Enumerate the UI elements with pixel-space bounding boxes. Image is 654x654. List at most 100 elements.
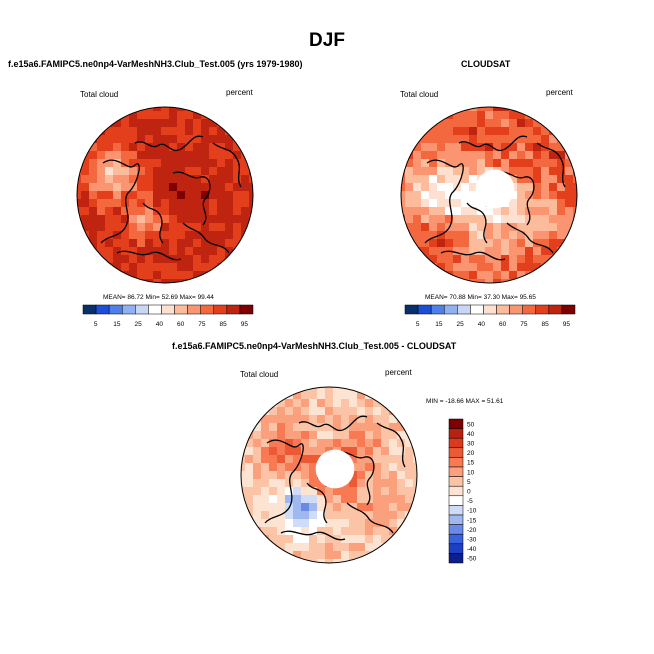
obs-min-label: Min= (467, 294, 482, 301)
field-cell (429, 167, 438, 176)
field-cell (185, 207, 194, 216)
field-cell (349, 447, 358, 456)
colorbar-cell (448, 524, 464, 535)
field-cell (477, 239, 486, 248)
colorbar-cell (448, 485, 464, 497)
field-cell (501, 127, 510, 136)
field-cell (357, 495, 366, 504)
field-cell (301, 511, 310, 520)
field-cell (293, 487, 302, 496)
model-left-label: Total cloud (80, 90, 119, 99)
field-cell (301, 407, 310, 416)
model-panel-title: f.e15a6.FAMIPC5.ne0np4-VarMeshNH3.Club_T… (8, 59, 303, 69)
field-cell (493, 207, 502, 216)
field-cell (453, 119, 462, 128)
field-cell (129, 191, 138, 200)
field-cell (285, 535, 294, 544)
field-cell (225, 247, 234, 256)
field-cell (413, 487, 417, 496)
field-cell (169, 175, 178, 184)
field-cell (153, 135, 162, 144)
field-cell (349, 479, 358, 488)
field-cell (485, 135, 494, 144)
colorbar-tick-label: -10 (467, 508, 477, 515)
map-border (400, 106, 578, 284)
field-cell (201, 135, 210, 144)
field-cell (565, 183, 574, 192)
field-cell (517, 135, 526, 144)
field-cell (233, 231, 242, 240)
field-cell (501, 135, 510, 144)
field-cell (153, 255, 162, 264)
field-cell (129, 175, 138, 184)
field-cell (525, 119, 534, 128)
field-cell (129, 247, 138, 256)
field-cell (325, 519, 334, 528)
field-cell (161, 183, 170, 192)
field-cell (113, 199, 122, 208)
colorbar-tick-label: 5 (416, 321, 420, 328)
field-cell (381, 535, 390, 544)
field-cell (169, 279, 178, 283)
field-cell (525, 223, 534, 232)
field-cell (453, 199, 462, 208)
field-cell (549, 151, 558, 160)
field-cell (209, 151, 218, 160)
field-cell (421, 247, 430, 256)
field-cell (129, 207, 138, 216)
field-cell (269, 407, 278, 416)
field-cell (129, 151, 138, 160)
colorbar-cell (448, 466, 464, 477)
coastline (376, 422, 406, 468)
field-cell (469, 151, 478, 160)
field-cell (113, 127, 122, 136)
field-cell (333, 495, 342, 504)
field-cell (285, 455, 294, 464)
field-cell (269, 535, 278, 544)
field-cell (469, 175, 478, 184)
field-cell (565, 207, 574, 216)
field-cell (485, 159, 494, 168)
field-cell (477, 255, 486, 264)
field-cell (381, 527, 390, 536)
field-cell (105, 127, 114, 136)
colorbar-tick-label: -40 (467, 546, 477, 553)
field-cell (161, 135, 170, 144)
field-cell (469, 143, 478, 152)
field-cell (389, 447, 398, 456)
obs-left-label: Total cloud (400, 90, 439, 99)
field-cell (549, 207, 558, 216)
coastline (298, 415, 368, 432)
field-cell (245, 471, 254, 480)
field-cell (365, 439, 374, 448)
field-cell (357, 551, 366, 560)
field-cell (317, 543, 326, 552)
field-cell (217, 119, 226, 128)
field-cell (285, 431, 294, 440)
field-cell (357, 407, 366, 416)
field-cell (565, 199, 574, 208)
field-cell (309, 535, 318, 544)
field-cell (261, 503, 270, 512)
field-cell (437, 119, 446, 128)
coastline (212, 142, 242, 188)
field-cell (357, 479, 366, 488)
field-cell (209, 255, 218, 264)
field-cell (541, 223, 550, 232)
field-cell (89, 191, 98, 200)
field-cell (81, 207, 90, 216)
field-cell (217, 263, 226, 272)
field-cell (565, 223, 574, 232)
field-cell (217, 167, 226, 176)
field-cell (309, 479, 318, 488)
field-cell (245, 463, 254, 472)
field-cell (233, 207, 242, 216)
field-cell (169, 231, 178, 240)
field-cell (317, 479, 326, 488)
field-cell (485, 151, 494, 160)
field-cell (469, 119, 478, 128)
field-cell (193, 231, 202, 240)
field-cell (301, 439, 310, 448)
field-cell (113, 231, 122, 240)
colorbar-cell (135, 304, 149, 315)
